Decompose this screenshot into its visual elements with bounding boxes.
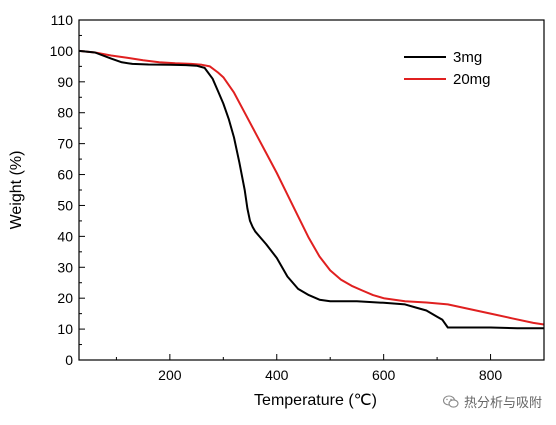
wechat-icon <box>442 394 459 408</box>
y-tick-label: 90 <box>57 74 73 90</box>
y-tick-label: 30 <box>57 259 73 275</box>
plot-frame <box>78 19 545 361</box>
y-tick-label: 100 <box>50 43 74 59</box>
y-tick-labels: 0 10 20 30 40 50 60 70 80 90 100 110 <box>50 12 74 368</box>
x-tick-labels: 200 400 600 800 <box>158 367 502 383</box>
y-tick-label: 50 <box>57 197 73 213</box>
x-tick-label: 800 <box>479 367 503 383</box>
x-tick-label: 600 <box>372 367 396 383</box>
y-tick-label: 20 <box>57 290 73 306</box>
series-line-3mg <box>78 49 544 330</box>
x-axis-title: Temperature (℃) <box>254 392 377 409</box>
x-tick-label: 400 <box>265 367 289 383</box>
x-tick-label: 200 <box>158 367 182 383</box>
legend-label-20mg: 20mg <box>453 71 491 88</box>
y-tick-label: 40 <box>57 228 73 244</box>
series-layer <box>78 49 545 330</box>
y-tick-label: 70 <box>57 136 73 152</box>
y-tick-label: 10 <box>57 321 73 337</box>
y-tick-label: 0 <box>65 352 73 368</box>
y-tick-label: 110 <box>51 12 74 28</box>
y-tick-label: 60 <box>57 167 73 183</box>
watermark-text: 热分析与吸附 <box>463 396 542 411</box>
legend-label-3mg: 3mg <box>453 49 482 66</box>
series-line-20mg <box>78 49 545 326</box>
y-axis-title: Weight (%) <box>8 151 25 230</box>
watermark: 热分析与吸附 <box>442 392 542 411</box>
y-tick-label: 80 <box>57 105 73 121</box>
legend: 3mg 20mg <box>404 49 491 88</box>
